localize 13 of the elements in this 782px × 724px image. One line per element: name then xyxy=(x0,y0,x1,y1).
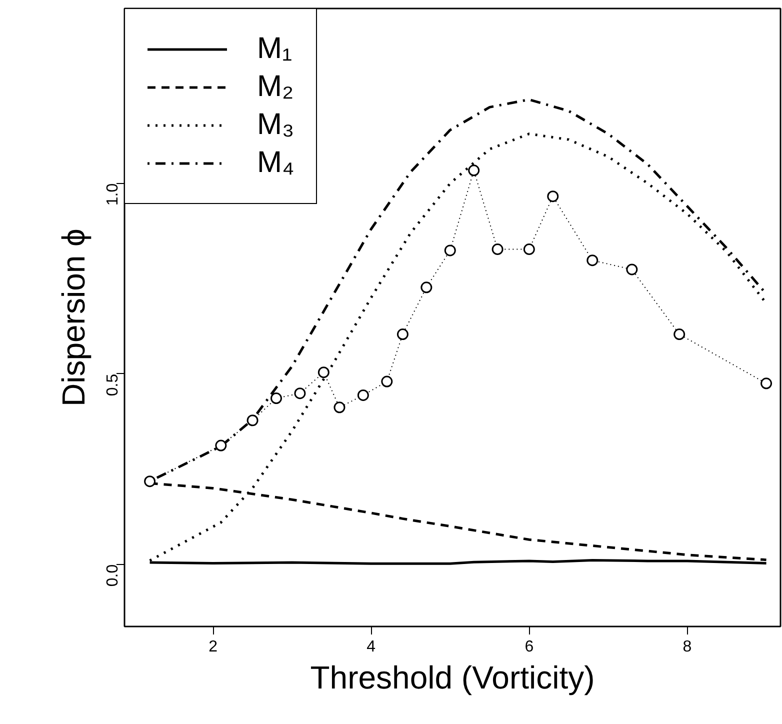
legend-label: M₄ xyxy=(257,145,294,181)
x-tick-label: 2 xyxy=(208,638,218,656)
x-tick-label: 8 xyxy=(682,638,692,656)
x-tick-label: 6 xyxy=(524,638,534,656)
x-axis-title: Threshold (Vorticity) xyxy=(310,660,595,696)
y-tick-label: 1.0 xyxy=(104,183,122,206)
y-tick-label: 0.5 xyxy=(104,374,122,396)
y-tick-label: 0.0 xyxy=(104,564,122,587)
x-tick-label: 4 xyxy=(366,638,376,656)
legend-label: M₁ xyxy=(257,31,292,67)
y-axis-title: Dispersion ϕ xyxy=(56,228,92,406)
legend-label: M₂ xyxy=(257,69,294,105)
legend-label: M₃ xyxy=(257,107,294,143)
